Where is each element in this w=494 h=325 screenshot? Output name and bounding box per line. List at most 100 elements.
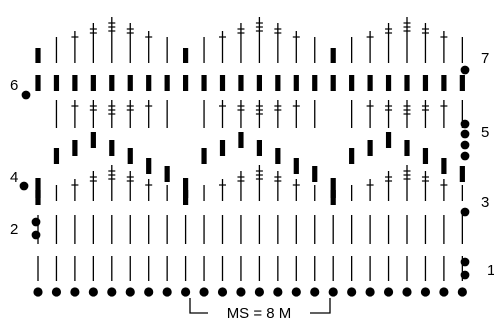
turning-chain-dots: [19, 65, 470, 280]
thick-block: [404, 75, 410, 91]
thick-stitch: [35, 48, 41, 63]
stitch: [403, 100, 411, 128]
thick-stitch: [275, 148, 281, 164]
thick-stitch: [312, 75, 318, 91]
row-label-4: 4: [10, 169, 18, 186]
chain-dot: [347, 287, 357, 297]
thick-stitch: [183, 48, 189, 63]
thick-block: [275, 148, 281, 164]
row-label-6: 6: [10, 77, 18, 94]
chain-dot: [457, 287, 467, 297]
thick-block: [53, 148, 60, 164]
stitch: [71, 179, 79, 201]
turning-dot: [460, 140, 470, 150]
thick-block: [146, 158, 152, 174]
stitch: [385, 23, 393, 63]
thick-stitch: [201, 75, 207, 91]
turning-dot: [460, 270, 470, 280]
row-label-5: 5: [481, 124, 489, 141]
row-5-stitches: [55, 100, 464, 128]
thick-block: [201, 75, 207, 91]
thick-block: [201, 148, 207, 164]
stitch: [219, 100, 226, 128]
chain-dot: [328, 287, 338, 297]
chain-dot: [217, 287, 228, 297]
stitch: [108, 17, 116, 63]
turning-dot: [31, 217, 41, 227]
chain-dot: [420, 287, 431, 297]
thick-block: [72, 140, 78, 156]
thick-stitch: [164, 166, 170, 182]
row-label-2: 2: [10, 221, 18, 238]
thick-stitch: [349, 75, 355, 91]
thick-stitch: [256, 140, 262, 156]
turning-dot: [460, 119, 470, 129]
thick-stitch: [90, 75, 96, 91]
stitch: [292, 179, 300, 201]
stitch: [421, 171, 429, 201]
thick-stitch: [422, 148, 429, 164]
thick-block: [312, 166, 318, 182]
turning-dot: [19, 181, 29, 191]
thick-stitch: [164, 75, 170, 91]
thick-stitch: [459, 75, 465, 91]
thick-stitch: [256, 75, 262, 91]
stitch: [219, 31, 226, 63]
stitch: [292, 31, 300, 63]
thick-block: [219, 140, 226, 156]
chain-dot: [144, 287, 154, 297]
foundation-chain-row: [33, 287, 467, 297]
row-3-stitches: [35, 165, 464, 205]
thick-stitch: [127, 75, 133, 91]
chain-dot: [383, 287, 394, 297]
thick-block: [441, 75, 447, 91]
thick-stitch: [35, 178, 41, 198]
stitch: [421, 23, 429, 63]
stitch: [421, 100, 429, 128]
thick-stitch: [441, 158, 447, 174]
turning-dot: [460, 257, 470, 267]
thick-stitch: [330, 75, 336, 91]
chain-dot: [33, 287, 43, 297]
thick-stitch: [293, 75, 299, 91]
stitch: [108, 165, 116, 201]
thick-stitch: [385, 132, 392, 148]
stitch: [385, 100, 393, 128]
stitch: [219, 179, 226, 201]
thick-block: [349, 148, 355, 164]
thick-block: [422, 75, 429, 91]
chain-dot: [291, 287, 301, 297]
thick-block: [90, 75, 96, 91]
row-2-stitches: [37, 215, 464, 244]
thick-block: [293, 75, 299, 91]
stitch: [126, 171, 134, 201]
thick-block: [35, 75, 41, 91]
thick-block: [385, 75, 392, 91]
thick-stitch: [53, 148, 60, 164]
stitch: [255, 17, 263, 63]
thick-stitch: [330, 178, 336, 198]
stitch: [71, 31, 79, 63]
stitch: [145, 100, 153, 128]
thick-stitch: [109, 140, 115, 156]
thick-block: [72, 75, 78, 91]
thick-block: [459, 75, 465, 91]
thick-stitch: [459, 166, 465, 182]
thick-block: [275, 75, 281, 91]
turning-dot: [460, 129, 470, 139]
thick-stitch: [404, 140, 410, 156]
stitch: [145, 179, 153, 201]
turning-dot: [460, 65, 470, 75]
thick-stitch: [201, 148, 207, 164]
chain-dot: [162, 287, 172, 297]
thick-block: [183, 178, 189, 198]
thick-stitch: [219, 140, 226, 156]
row-label-3: 3: [481, 194, 489, 211]
thick-stitch: [330, 48, 336, 63]
thick-stitch: [275, 75, 281, 91]
thick-block: [127, 75, 133, 91]
thick-stitch: [183, 178, 189, 198]
chain-dot: [254, 287, 264, 297]
thick-block: [109, 140, 115, 156]
